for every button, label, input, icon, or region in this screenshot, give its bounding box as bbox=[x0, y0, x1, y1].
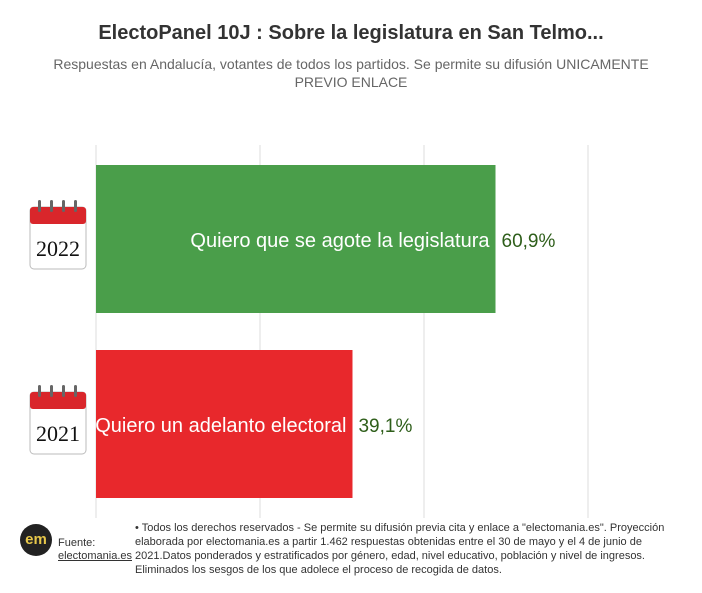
logo-text: em bbox=[25, 531, 47, 548]
source-link[interactable]: electomania.es bbox=[58, 550, 132, 562]
chart-subtitle: Respuestas en Andalucía, votantes de tod… bbox=[53, 56, 649, 90]
bar-chart: Quiero que se agote la legislatura 60,9% 2… bbox=[29, 145, 589, 518]
bar-0 bbox=[96, 165, 496, 313]
electomania-logo: em bbox=[20, 524, 52, 556]
calendar-year-0: 2022 bbox=[36, 236, 80, 261]
source-label: Fuente: bbox=[58, 537, 96, 549]
chart-title: ElectoPanel 10J : Sobre la legislatura e… bbox=[98, 22, 604, 44]
value-label-1: 39,1% bbox=[358, 416, 412, 437]
calendar-icon-0: 2022 bbox=[29, 200, 87, 270]
value-label-0: 60,9% bbox=[502, 231, 556, 252]
calendar-year-1: 2021 bbox=[36, 421, 80, 446]
source: Fuente: electomania.es bbox=[58, 537, 132, 563]
bar-label-0: Quiero que se agote la legislatura bbox=[190, 230, 490, 252]
footer-notes: • Todos los derechos reservados - Se per… bbox=[135, 522, 665, 576]
bar-label-1: Quiero un adelanto electoral bbox=[95, 415, 346, 437]
bar-1 bbox=[96, 350, 353, 498]
calendar-icon-1: 2021 bbox=[29, 385, 87, 455]
